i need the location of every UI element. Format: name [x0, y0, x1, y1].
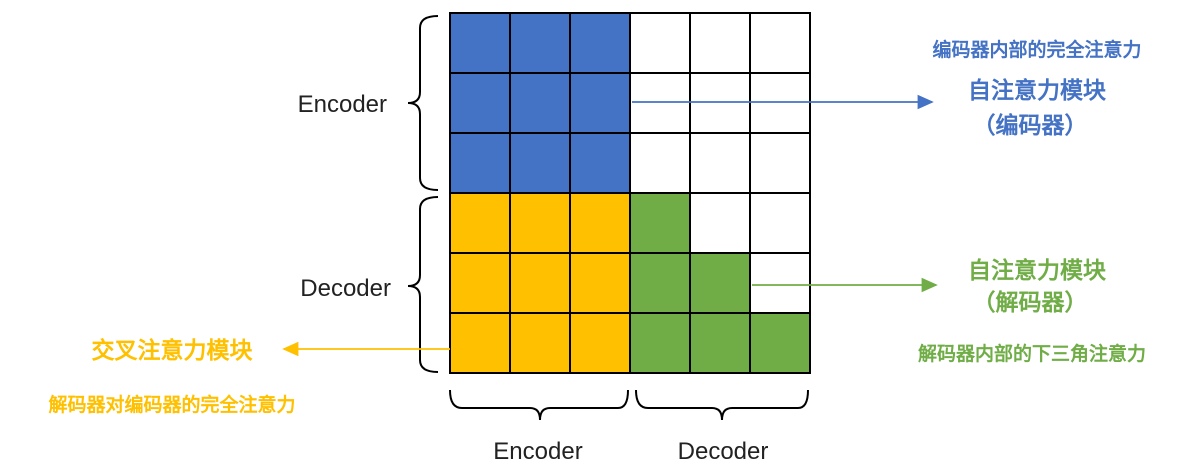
matrix-cell-white — [689, 72, 751, 134]
matrix-cell-yellow — [569, 252, 631, 314]
decoder-row-bracket — [407, 196, 439, 373]
matrix-cell-yellow — [449, 192, 511, 254]
matrix-cell-blue — [509, 12, 571, 74]
matrix-cell-yellow — [569, 312, 631, 374]
cross-attention-title: 交叉注意力模块 — [92, 337, 253, 364]
left-encoder-label: Encoder — [298, 91, 387, 118]
cross-attention-caption: 解码器对编码器的完全注意力 — [48, 393, 295, 416]
matrix-cell-green — [629, 252, 691, 314]
matrix-cell-white — [689, 132, 751, 194]
matrix-cell-white — [749, 132, 811, 194]
bottom-decoder-label: Decoder — [678, 438, 769, 464]
matrix-cell-blue — [509, 132, 571, 194]
matrix-cell-green — [629, 312, 691, 374]
decoder-self-attention-title: 自注意力模块 — [968, 257, 1106, 284]
matrix-cell-white — [749, 192, 811, 254]
matrix-cell-green — [689, 312, 751, 374]
matrix-cell-green — [629, 192, 691, 254]
matrix-cell-green — [689, 252, 751, 314]
matrix-cell-yellow — [449, 312, 511, 374]
encoder-self-attention-title: 自注意力模块 — [968, 77, 1106, 104]
matrix-cell-blue — [449, 12, 511, 74]
encoder-row-bracket — [407, 15, 439, 191]
matrix-cell-white — [629, 12, 691, 74]
matrix-cell-blue — [569, 12, 631, 74]
decoder-col-bracket — [635, 389, 809, 421]
matrix-cell-yellow — [509, 192, 571, 254]
matrix-cell-white — [629, 132, 691, 194]
encoder-self-attention-subtitle: （编码器） — [973, 112, 1088, 139]
encoder-col-bracket — [449, 389, 629, 421]
matrix-cell-yellow — [509, 312, 571, 374]
matrix-cell-white — [689, 12, 751, 74]
matrix-cell-white — [749, 12, 811, 74]
attention-matrix — [449, 12, 811, 374]
matrix-cell-blue — [509, 72, 571, 134]
encoder-self-attention-caption: 编码器内部的完全注意力 — [932, 38, 1141, 61]
matrix-cell-blue — [449, 132, 511, 194]
matrix-cell-white — [689, 192, 751, 254]
matrix-cell-yellow — [569, 192, 631, 254]
decoder-self-attention-caption: 解码器内部的下三角注意力 — [918, 342, 1146, 365]
matrix-cell-yellow — [509, 252, 571, 314]
matrix-cell-yellow — [449, 252, 511, 314]
matrix-cell-blue — [569, 72, 631, 134]
matrix-cell-green — [749, 312, 811, 374]
matrix-cell-white — [749, 252, 811, 314]
left-decoder-label: Decoder — [300, 275, 391, 302]
bottom-encoder-label: Encoder — [493, 438, 582, 464]
matrix-cell-blue — [569, 132, 631, 194]
matrix-cell-white — [629, 72, 691, 134]
matrix-cell-white — [749, 72, 811, 134]
matrix-cell-blue — [449, 72, 511, 134]
decoder-self-attention-subtitle: （解码器） — [973, 289, 1088, 316]
